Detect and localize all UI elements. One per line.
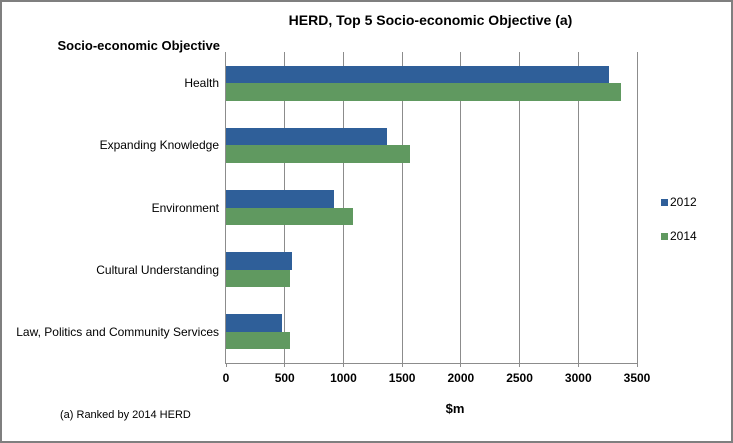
category-label-expanding-knowledge: Expanding Knowledge [99,138,219,153]
x-ticklabel-3000: 3000 [564,371,592,385]
plot-area: 0 500 1000 1500 2000 2500 3000 3500 [223,52,650,385]
legend-swatch-2012 [661,199,668,206]
legend-swatch-2014 [661,233,668,240]
x-tickmark-0 [225,363,227,367]
legend-label-2014: 2014 [670,229,697,243]
x-ticklabel-2000: 2000 [447,371,475,385]
legend: 2012 2014 [661,196,697,264]
bar-2014-expanding-knowledge [226,145,410,163]
gridline-3500 [636,52,638,363]
legend-item-2012: 2012 [661,196,697,209]
value-axis-title: $m [445,401,465,416]
bar-2014-law-politics-and-community-services [226,331,290,350]
x-tickmark-1500 [401,363,403,367]
x-tickmark-2500 [519,363,521,367]
x-ticklabel-1500: 1500 [388,371,416,385]
category-label-health: Health [184,76,219,91]
x-tickmark-2000 [460,363,462,367]
bar-2012-law-politics-and-community-services [226,314,283,332]
bar-2012-health [226,65,609,84]
x-ticklabel-3500: 3500 [623,371,651,385]
x-tickmark-1000 [342,363,344,367]
bar-2014-environment [226,207,353,225]
category-label-cultural-understanding: Cultural Understanding [96,262,219,277]
gridline-1500 [401,52,403,363]
x-tickmark-500 [284,363,286,367]
x-ticklabel-1000: 1000 [330,371,357,385]
legend-item-2014: 2014 [661,230,697,243]
category-label-environment: Environment [151,200,219,215]
gridline-3000 [577,52,579,363]
gridline-2500 [519,52,521,363]
legend-label-2012: 2012 [670,195,697,209]
chart-title: HERD, Top 5 Socio-economic Objective (a) [288,12,573,28]
gridline-2000 [460,52,462,363]
footnote: (a) Ranked by 2014 HERD [60,409,191,421]
x-tickmark-3000 [577,363,579,367]
bar-2012-environment [226,190,335,208]
bar-2014-cultural-understanding [226,269,290,288]
category-axis-title: Socio-economic Objective [57,38,220,53]
x-ticklabel-2500: 2500 [506,371,533,385]
x-ticklabel-0: 0 [222,371,230,385]
bar-2012-expanding-knowledge [226,127,388,146]
bar-2014-health [226,83,622,101]
bar-2012-cultural-understanding [226,252,292,270]
category-label-law-politics-and-community-services: Law, Politics and Community Services [16,324,219,339]
x-tickmark-3500 [636,363,638,367]
x-ticklabel-500: 500 [274,371,295,385]
